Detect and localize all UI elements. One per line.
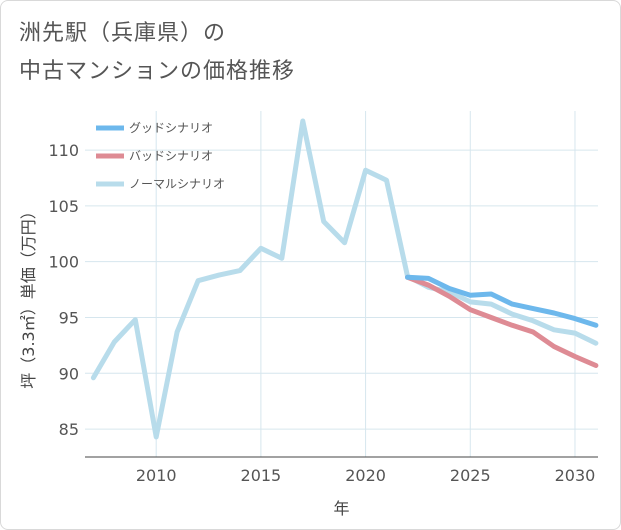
page-title-line-1: 洲先駅（兵庫県）の — [19, 21, 227, 46]
x-tick-label: 2010 — [136, 466, 177, 485]
x-axis-label: 年 — [333, 499, 349, 518]
series-line-normal — [90, 118, 599, 440]
axis-ticks: 2010 2015 2020 2025 2030 85 90 95 100 105 110 — [48, 141, 595, 485]
y-tick-label: 100 — [48, 253, 79, 272]
y-tick-label: 105 — [48, 197, 79, 216]
y-tick-label: 95 — [59, 308, 79, 327]
y-axis-label: 坪（3.3㎡）単価（万円） — [19, 203, 38, 388]
legend-label: グッドシナリオ — [129, 121, 213, 135]
y-tick-label: 110 — [48, 141, 79, 160]
x-tick-label: 2015 — [241, 466, 282, 485]
x-tick-label: 2030 — [555, 466, 596, 485]
x-tick-label: 2025 — [450, 466, 491, 485]
series-line-good — [405, 274, 599, 328]
legend-label: ノーマルシナリオ — [129, 177, 225, 191]
legend-label: バッドシナリオ — [129, 149, 213, 163]
page-title-line-2: 中古マンションの価格推移 — [19, 59, 296, 84]
x-tick-label: 2020 — [345, 466, 386, 485]
series-lines — [90, 118, 599, 440]
series-line-bad — [405, 274, 599, 368]
y-tick-label: 85 — [59, 420, 79, 439]
y-tick-label: 90 — [59, 364, 79, 383]
grid-lines — [85, 111, 598, 457]
